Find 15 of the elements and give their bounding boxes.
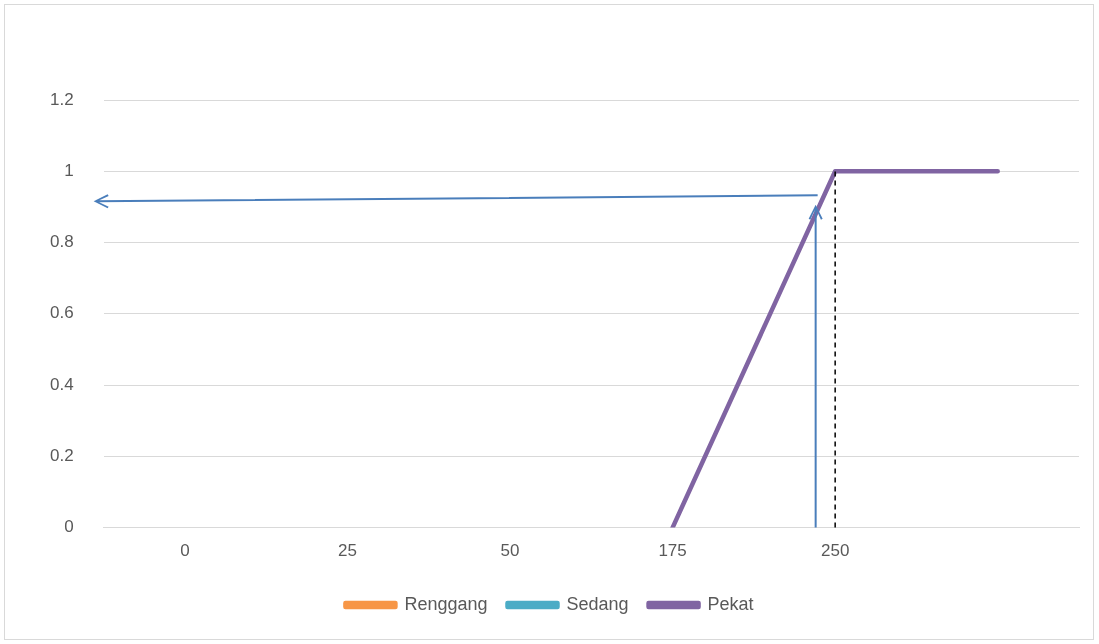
legend-label: Renggang — [404, 593, 488, 614]
y-tick-label: 0.2 — [49, 446, 74, 466]
x-tick-label: 175 — [658, 541, 687, 561]
x-tick-label: 250 — [820, 541, 850, 561]
legend-label: Sedang — [566, 593, 629, 614]
y-tick-label: 0.6 — [49, 303, 74, 323]
y-tick-label: 0.8 — [49, 232, 74, 252]
x-tick-label: 50 — [500, 541, 520, 561]
x-tick-label: 25 — [338, 541, 357, 561]
y-tick-label: 1.2 — [49, 89, 74, 109]
y-tick-label: 0.4 — [49, 374, 74, 394]
x-tick-label: 0 — [180, 541, 190, 561]
legend-label: Pekat — [707, 593, 754, 614]
y-tick-label: 0 — [64, 517, 74, 537]
y-tick-label: 1 — [64, 160, 74, 180]
